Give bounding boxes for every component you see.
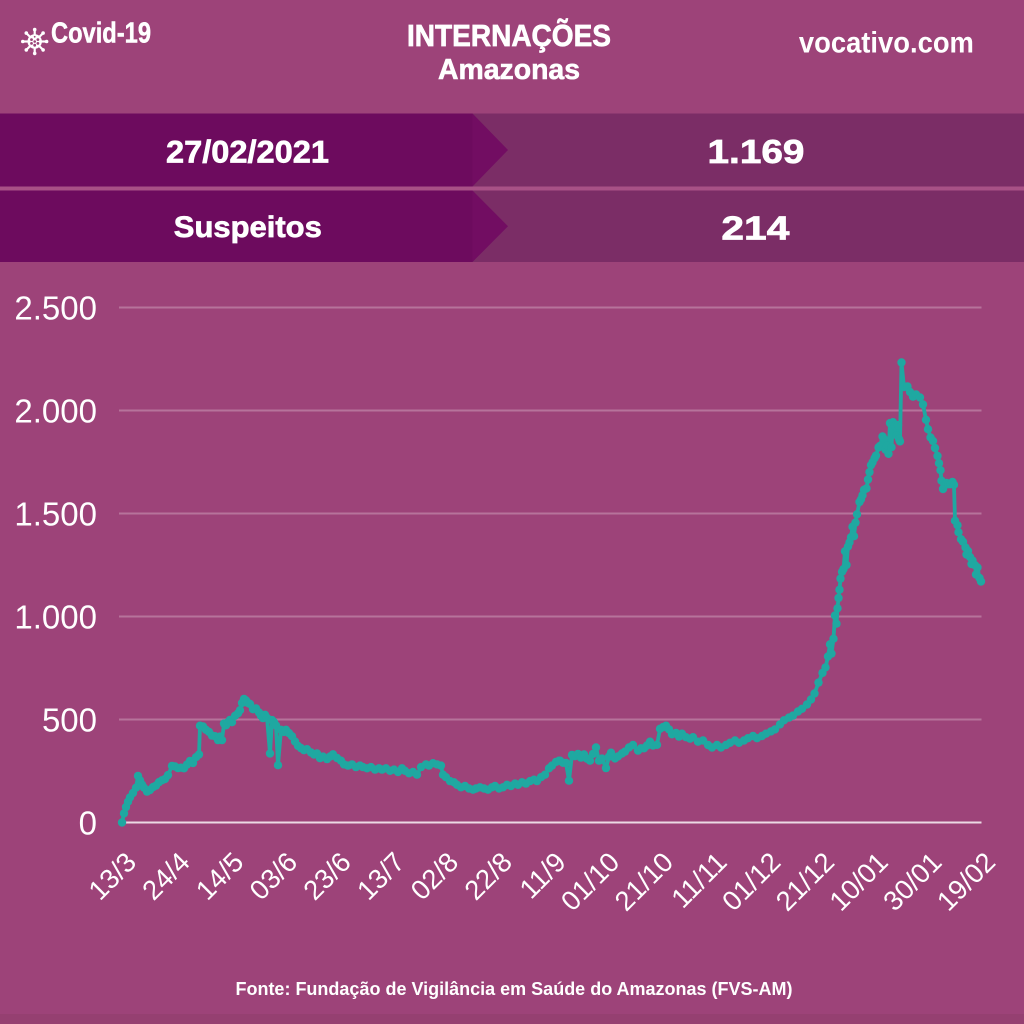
- svg-text:27/02/2021: 27/02/2021: [166, 134, 329, 170]
- svg-text:500: 500: [42, 702, 97, 739]
- svg-text:1.169: 1.169: [708, 133, 805, 170]
- svg-text:Suspeitos: Suspeitos: [174, 211, 322, 244]
- svg-text:2.500: 2.500: [14, 290, 97, 327]
- svg-text:INTERNAÇÕES: INTERNAÇÕES: [407, 17, 611, 53]
- svg-text:Fonte: Fundação de Vigilância: Fonte: Fundação de Vigilância em Saúde d…: [235, 979, 792, 999]
- svg-text:vocativo.com: vocativo.com: [799, 27, 974, 60]
- svg-text:Amazonas: Amazonas: [438, 54, 580, 86]
- svg-text:Covid-19: Covid-19: [51, 18, 151, 50]
- svg-text:214: 214: [721, 210, 790, 247]
- svg-text:1.500: 1.500: [14, 496, 97, 533]
- svg-text:0: 0: [79, 805, 97, 842]
- svg-text:2.000: 2.000: [14, 393, 97, 430]
- svg-text:1.000: 1.000: [14, 599, 97, 636]
